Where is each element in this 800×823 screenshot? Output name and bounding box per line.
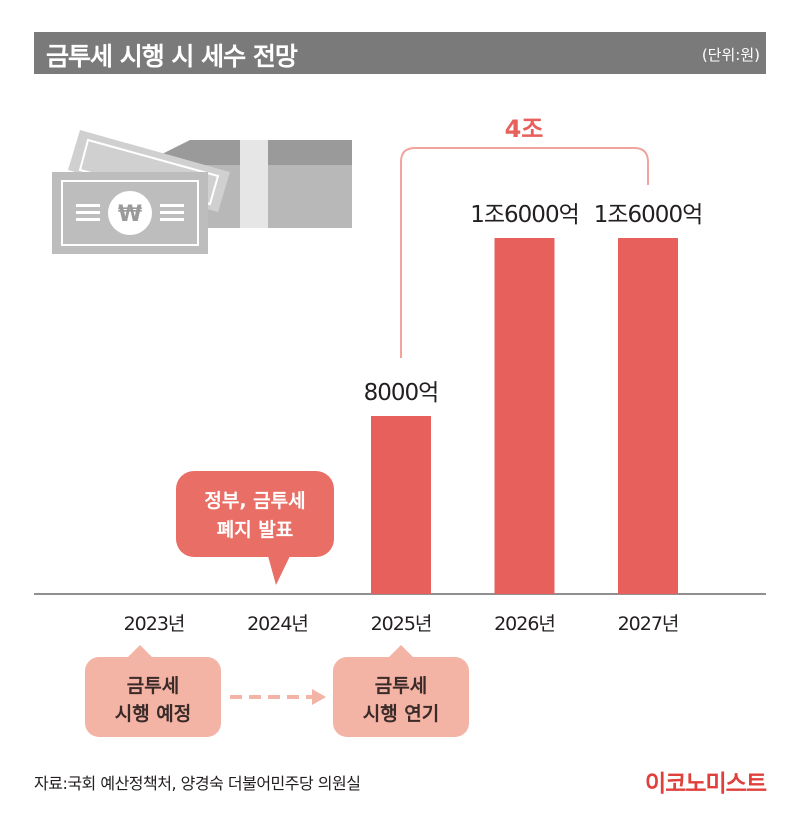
scheduled-line-2: 시행 예정	[115, 703, 192, 725]
x-tick-label: 2026년	[494, 613, 555, 635]
dashed-arrow-icon	[230, 689, 326, 705]
total-bracket	[400, 147, 649, 358]
bubble-line-2: 폐지 발표	[217, 519, 294, 541]
postponed-line-1: 금투세	[375, 675, 427, 697]
x-tick-label: 2025년	[371, 613, 432, 635]
money-bills-icon: ₩	[52, 130, 352, 254]
postponed-line-2: 시행 연기	[363, 703, 440, 725]
title-bar	[34, 32, 766, 74]
brand-logo: 이코노미스트	[645, 771, 767, 797]
scheduled-box: 금투세 시행 예정	[85, 645, 221, 737]
bar-2027년	[618, 238, 678, 594]
announcement-bubble: 정부, 금투세 폐지 발표	[176, 471, 334, 585]
svg-text:₩: ₩	[118, 202, 142, 227]
total-bracket-label: 4조	[505, 115, 544, 143]
x-tick-label: 2024년	[247, 613, 308, 635]
x-tick-label: 2027년	[618, 613, 679, 635]
data-label-2026년: 1조6000억	[470, 202, 579, 228]
bar-2026년	[494, 238, 555, 594]
postponed-box: 금투세 시행 연기	[333, 645, 469, 737]
data-label-2025년: 8000억	[364, 380, 439, 406]
bubble-line-1: 정부, 금투세	[204, 490, 305, 512]
x-tick-label: 2023년	[124, 613, 185, 635]
chart-title: 금투세 시행 시 세수 전망	[46, 42, 298, 71]
data-label-2027년: 1조6000억	[594, 202, 703, 228]
unit-label: (단위:원)	[701, 46, 760, 64]
source-note: 자료:국회 예산정책처, 양경숙 더불어민주당 의원실	[34, 774, 361, 793]
bar-2025년	[371, 416, 431, 594]
scheduled-line-1: 금투세	[127, 675, 179, 697]
